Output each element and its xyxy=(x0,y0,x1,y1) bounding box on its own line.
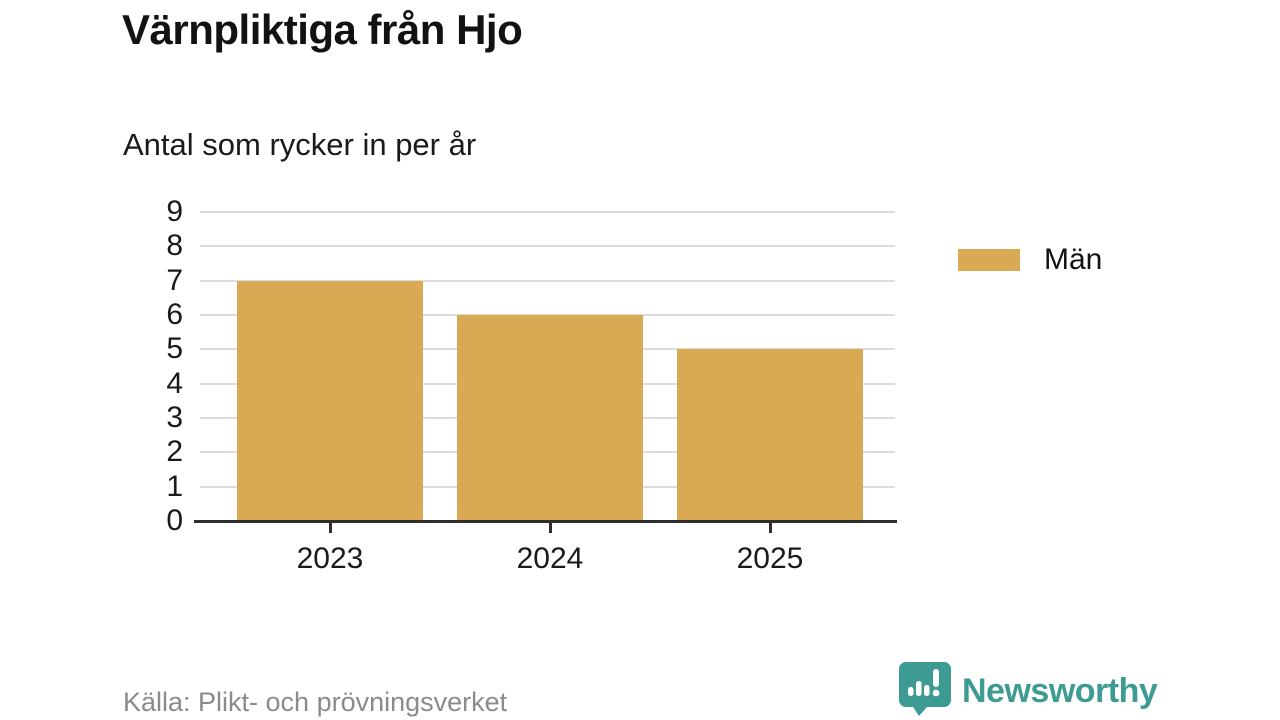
y-tick-label: 2 xyxy=(166,435,183,469)
y-tick-label: 7 xyxy=(166,263,183,297)
x-tick-label: 2025 xyxy=(736,542,804,575)
y-tick-label: 4 xyxy=(166,366,183,400)
y-tick-label: 8 xyxy=(166,229,183,263)
legend-label: Män xyxy=(1044,243,1103,276)
bar-2025 xyxy=(677,349,863,521)
chart-subtitle: Antal som rycker in per år xyxy=(123,127,477,162)
source-attribution: Källa: Plikt- och prövningsverket xyxy=(123,687,508,717)
newsworthy-speech-bubble-chart-icon xyxy=(898,661,952,720)
x-tick-label: 2023 xyxy=(296,542,364,575)
legend-swatch xyxy=(958,249,1020,271)
gridline xyxy=(200,279,895,282)
x-tick-label: 2024 xyxy=(516,542,584,575)
x-tick-mark xyxy=(768,523,772,533)
x-tick-mark xyxy=(548,523,552,533)
gridline xyxy=(200,245,895,248)
brand-logo: Newsworthy xyxy=(898,661,1158,720)
y-tick-label: 6 xyxy=(166,298,183,331)
legend: Män xyxy=(958,243,1102,277)
bar-2023 xyxy=(237,280,423,521)
y-tick-label: 1 xyxy=(166,469,183,503)
x-axis-line xyxy=(194,520,897,523)
brand-name: Newsworthy xyxy=(962,672,1158,710)
y-tick-label: 9 xyxy=(166,195,183,228)
chart-title: Värnpliktiga från Hjo xyxy=(122,6,523,53)
bar-series xyxy=(220,212,880,521)
y-tick-label: 3 xyxy=(166,401,183,434)
x-tick-mark xyxy=(328,523,332,533)
y-tick-label: 5 xyxy=(166,332,183,366)
gridline xyxy=(200,211,895,213)
bar-2024 xyxy=(457,315,643,521)
y-tick-label: 0 xyxy=(166,504,183,537)
